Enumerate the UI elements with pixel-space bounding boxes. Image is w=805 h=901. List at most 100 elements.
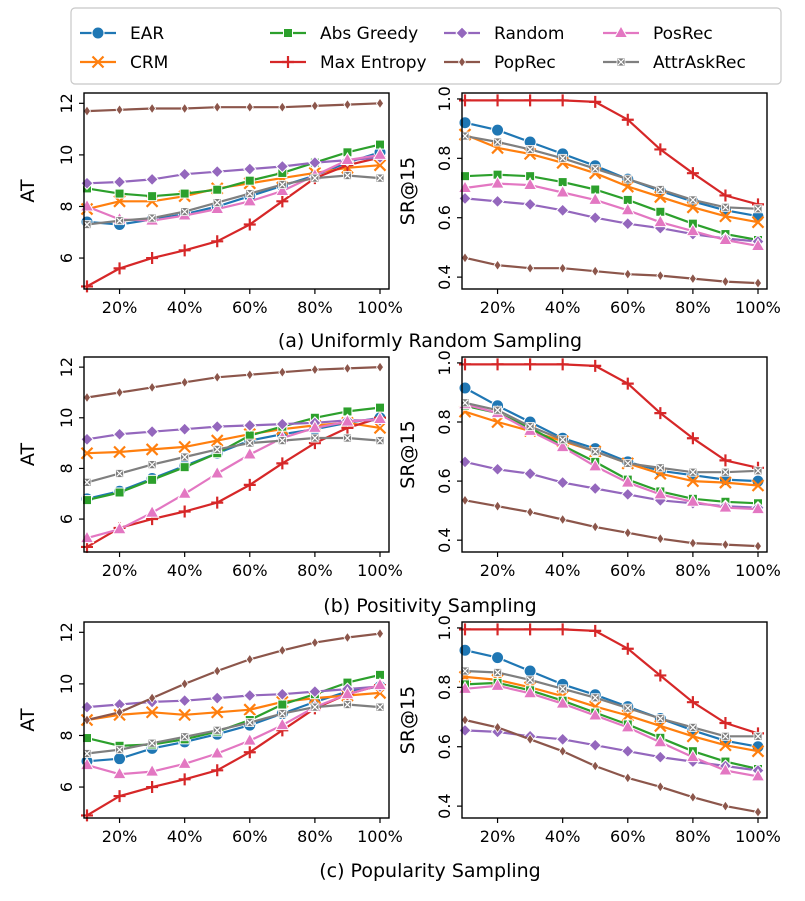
- data-point-attraskrec: [590, 693, 600, 703]
- series-line-ear: [86, 416, 381, 500]
- data-point-random: [523, 197, 537, 212]
- x-tick-label: 60%: [232, 561, 268, 580]
- y-axis: 0.4 0.6 0.8 1.0: [435, 350, 462, 553]
- data-point-attraskrec: [558, 435, 568, 445]
- series-line-abs-greedy: [464, 404, 759, 505]
- x-axis: 20% 40% 60% 80% 100%: [102, 552, 403, 580]
- data-point-poprec: [721, 538, 730, 551]
- caption-a: (a) Uniformly Random Sampling: [278, 330, 582, 352]
- data-point-ear: [491, 651, 505, 665]
- series-line-attraskrec: [86, 703, 381, 755]
- legend-marker: [616, 57, 626, 67]
- series-attraskrec: [82, 433, 385, 487]
- legend-item-poprec: PopRec: [444, 53, 556, 73]
- series-line-attraskrec: [464, 401, 759, 474]
- data-point-poprec: [148, 692, 157, 704]
- series-line-abs-greedy: [86, 143, 381, 198]
- data-point-posrec: [490, 175, 505, 189]
- data-point-attraskrec: [180, 207, 190, 217]
- data-point-poprec: [376, 627, 384, 640]
- data-point-attraskrec: [245, 718, 255, 727]
- data-point-attraskrec: [212, 198, 222, 208]
- data-point-attraskrec: [115, 745, 124, 755]
- data-point-attraskrec: [310, 173, 320, 183]
- data-point-random: [523, 466, 537, 481]
- x-tick-label: 40%: [167, 561, 203, 580]
- data-point-random: [458, 723, 472, 738]
- data-point-attraskrec: [525, 675, 535, 685]
- legend-item-crm: CRM: [80, 53, 168, 73]
- series-line-posrec: [86, 417, 381, 540]
- data-point-posrec: [685, 749, 701, 763]
- series-random: [458, 455, 765, 515]
- data-point-posrec: [490, 677, 505, 691]
- y-tick-label: 0.6: [435, 734, 454, 759]
- data-point-posrec: [620, 202, 636, 216]
- data-point-ear: [458, 116, 472, 130]
- data-point-posrec: [274, 717, 290, 731]
- plot-frame: [83, 621, 390, 819]
- data-point-posrec: [685, 493, 701, 507]
- data-point-attraskrec: [753, 204, 763, 214]
- y-axis: 0.4 0.6 0.8 1.0: [435, 615, 462, 819]
- series-ear: [458, 643, 765, 754]
- data-point-abs-greedy: [277, 699, 288, 710]
- data-point-max-entropy: [211, 235, 224, 248]
- y-tick-label: 12: [57, 357, 76, 377]
- data-point-posrec: [620, 474, 636, 488]
- series-line-ear: [464, 121, 759, 218]
- x-tick-label: 20%: [102, 561, 138, 580]
- x-axis: 20% 40% 60% 80% 100%: [480, 552, 781, 580]
- series-line-posrec: [464, 684, 759, 778]
- data-point-abs-greedy: [212, 184, 223, 195]
- data-point-max-entropy: [654, 407, 667, 420]
- x-tick-label: 40%: [167, 827, 203, 846]
- data-point-attraskrec: [688, 723, 698, 732]
- y-tick-label: 0.6: [435, 468, 454, 493]
- series-random: [458, 191, 765, 249]
- legend-label: PopRec: [494, 53, 556, 73]
- data-point-max-entropy: [491, 623, 504, 636]
- data-point-poprec: [688, 272, 697, 285]
- series-posrec: [457, 175, 766, 251]
- plot-frame: [461, 356, 768, 553]
- data-point-attraskrec: [623, 703, 633, 713]
- data-point-crm: [210, 705, 224, 719]
- data-point-poprec: [526, 733, 535, 746]
- y-tick-label: 0.4: [435, 527, 454, 552]
- data-point-random: [177, 422, 192, 436]
- legend-marker: [282, 56, 294, 68]
- data-point-poprec: [376, 361, 384, 373]
- data-point-random: [458, 455, 472, 469]
- data-point-crm: [145, 443, 159, 456]
- data-point-poprec: [245, 653, 254, 666]
- data-point-random: [555, 203, 570, 218]
- x-tick-label: 80%: [675, 827, 711, 846]
- data-point-poprec: [343, 98, 352, 111]
- data-point-attraskrec: [310, 702, 320, 712]
- data-point-abs-greedy: [147, 474, 158, 485]
- data-point-poprec: [343, 631, 352, 644]
- data-point-random: [210, 419, 224, 434]
- data-point-max-entropy: [276, 457, 289, 470]
- data-point-poprec: [148, 381, 157, 394]
- x-tick-label: 100%: [357, 827, 403, 846]
- data-point-random: [621, 216, 635, 231]
- data-point-abs-greedy: [244, 430, 255, 441]
- data-point-crm: [719, 738, 732, 752]
- y-tick-label: 0.6: [435, 205, 454, 230]
- data-point-abs-greedy: [82, 733, 92, 744]
- data-point-ear: [523, 664, 537, 678]
- legend-frame: [70, 7, 782, 85]
- data-point-posrec: [209, 465, 225, 479]
- data-point-attraskrec: [558, 684, 568, 694]
- data-point-poprec: [115, 104, 124, 116]
- x-tick-label: 100%: [735, 298, 781, 317]
- data-point-attraskrec: [277, 709, 287, 718]
- data-point-attraskrec: [558, 153, 568, 163]
- y-axis: 6 8 10 12: [57, 622, 84, 792]
- plot-frame: [83, 92, 390, 290]
- data-point-poprec: [213, 371, 222, 383]
- data-point-random: [210, 691, 224, 705]
- data-point-poprec: [493, 500, 502, 512]
